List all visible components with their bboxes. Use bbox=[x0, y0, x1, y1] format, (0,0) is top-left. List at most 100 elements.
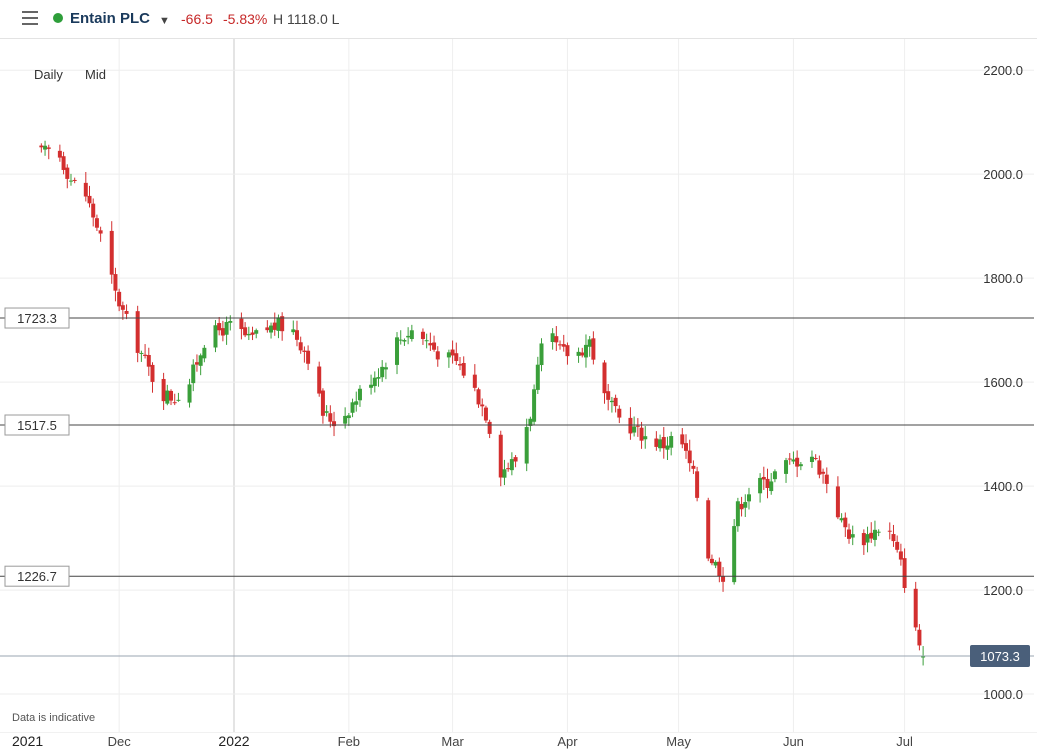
price-chart[interactable]: 2200.0 2000.0 1800.0 1600.0 1400.0 1200.0 1000… bbox=[0, 39, 1037, 732]
x-tick-label: May bbox=[666, 734, 691, 749]
candle-body bbox=[824, 474, 829, 484]
candle-body bbox=[302, 350, 307, 352]
candle-body bbox=[343, 415, 348, 424]
y-tick-label: 1600.0 bbox=[983, 375, 1023, 390]
candle-body bbox=[639, 427, 644, 441]
candle-body bbox=[661, 437, 666, 449]
candle-body bbox=[254, 330, 259, 334]
candle-body bbox=[294, 330, 299, 340]
candle-body bbox=[72, 179, 77, 181]
candle-body bbox=[809, 456, 814, 463]
candle-body bbox=[554, 336, 559, 343]
candle-body bbox=[821, 471, 826, 474]
candle-body bbox=[739, 503, 744, 510]
candle-body bbox=[39, 145, 44, 148]
chevron-down-icon[interactable]: ▼ bbox=[159, 15, 170, 27]
candle-body bbox=[550, 333, 555, 342]
candle-body bbox=[506, 468, 511, 470]
instrument-title[interactable]: Entain PLC bbox=[70, 10, 151, 27]
candle-body bbox=[228, 320, 233, 323]
candle-body bbox=[743, 502, 748, 508]
candle-body bbox=[847, 529, 852, 539]
last-price-label: 1073.3 bbox=[980, 649, 1020, 664]
candle-body bbox=[895, 541, 900, 550]
level-label-box[interactable] bbox=[4, 565, 70, 587]
candle-body bbox=[898, 551, 903, 560]
candle-body bbox=[458, 364, 462, 366]
candle-body bbox=[428, 343, 433, 346]
candle-body bbox=[172, 402, 177, 404]
y-tick-label: 2200.0 bbox=[983, 63, 1023, 78]
candle-body bbox=[891, 534, 896, 542]
candle-body bbox=[869, 532, 874, 539]
level-label-box[interactable] bbox=[4, 307, 70, 329]
interval-selector[interactable]: Daily bbox=[34, 67, 63, 82]
candle-body bbox=[609, 400, 614, 403]
price-change-percent: -5.83% bbox=[223, 11, 268, 27]
candle-body bbox=[787, 458, 792, 460]
candle-body bbox=[632, 426, 637, 433]
candle-body bbox=[61, 156, 66, 170]
candle-body bbox=[865, 534, 870, 543]
candle-body bbox=[109, 230, 114, 275]
candle-body bbox=[276, 317, 281, 331]
candle-body bbox=[795, 457, 800, 467]
candle-body bbox=[587, 339, 592, 347]
candle-body bbox=[528, 418, 533, 426]
candle-body bbox=[187, 384, 192, 403]
candle-body bbox=[602, 362, 607, 394]
candle-body bbox=[450, 349, 455, 356]
candle-body bbox=[191, 364, 196, 384]
candle-body bbox=[513, 457, 518, 462]
candle-body bbox=[306, 350, 311, 364]
candle-body bbox=[87, 195, 92, 204]
y-tick-label: 1400.0 bbox=[983, 479, 1023, 494]
date-axis: 2021 Dec 2022 Feb Mar Apr May Jun Jul bbox=[0, 732, 1037, 749]
candle-body bbox=[717, 561, 722, 577]
candle-body bbox=[143, 354, 148, 356]
y-tick-label: 1000.0 bbox=[983, 687, 1023, 702]
candle-body bbox=[135, 311, 140, 353]
candle-body bbox=[635, 425, 640, 427]
candle-body bbox=[146, 355, 151, 367]
candle-body bbox=[502, 469, 507, 478]
candle-body bbox=[691, 465, 696, 469]
candle-body bbox=[46, 147, 51, 149]
candle-body bbox=[798, 464, 803, 467]
candle-body bbox=[194, 362, 199, 365]
candle-body bbox=[376, 377, 381, 379]
candle-body bbox=[320, 390, 325, 416]
candle-body bbox=[784, 460, 789, 474]
candle-body bbox=[732, 526, 737, 583]
candle-body bbox=[409, 330, 414, 340]
price-type-selector[interactable]: Mid bbox=[85, 67, 106, 82]
candle-body bbox=[243, 327, 248, 336]
candle-body bbox=[665, 445, 670, 450]
candle-body bbox=[395, 337, 400, 365]
candle-body bbox=[328, 413, 333, 422]
candle-body bbox=[420, 331, 425, 339]
menu-icon[interactable] bbox=[22, 11, 38, 25]
candle-body bbox=[369, 384, 374, 388]
candle-body bbox=[591, 338, 596, 360]
candle-body bbox=[350, 402, 355, 413]
x-tick-label: Mar bbox=[441, 734, 464, 749]
candle-body bbox=[735, 501, 740, 527]
candle-body bbox=[713, 561, 718, 566]
candle-body bbox=[684, 443, 688, 451]
candle-body bbox=[65, 167, 70, 179]
candle-body bbox=[758, 477, 763, 494]
candle-body bbox=[921, 655, 926, 658]
candle-body bbox=[813, 458, 818, 460]
candle-body bbox=[472, 374, 477, 388]
candle-body bbox=[357, 388, 362, 401]
candle-body bbox=[346, 415, 351, 419]
candle-body bbox=[332, 421, 337, 427]
candle-body bbox=[917, 629, 922, 646]
candle-body bbox=[617, 408, 622, 418]
candle-body bbox=[202, 347, 207, 359]
candle-body bbox=[687, 450, 692, 464]
level-label-box[interactable] bbox=[4, 414, 70, 436]
y-tick-label: 1800.0 bbox=[983, 271, 1023, 286]
candle-body bbox=[746, 494, 751, 502]
